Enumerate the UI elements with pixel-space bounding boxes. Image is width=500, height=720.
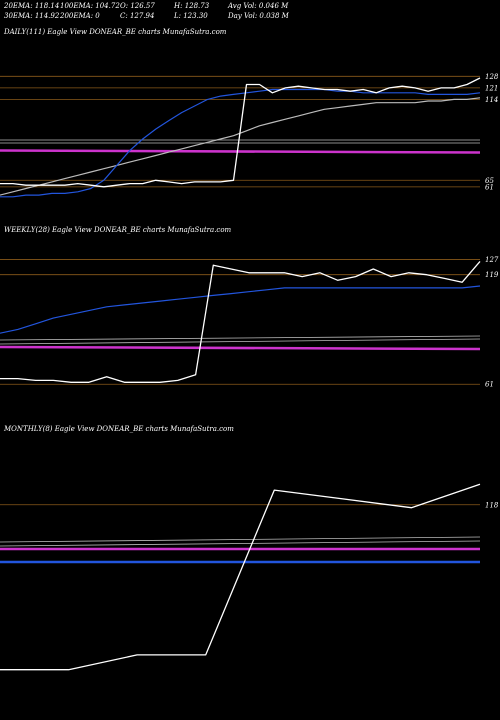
weekly-chart-title: WEEKLY(28) Eagle View DONEAR_BE charts M… — [4, 226, 232, 234]
reference-line — [0, 536, 481, 543]
ema100-readout: 100EMA: 104.72 — [60, 2, 120, 10]
price-level-label: 61 — [485, 183, 494, 191]
price-level-label: 128 — [485, 73, 499, 81]
ema20-readout: 20EMA: 118.14 — [4, 2, 60, 10]
ema200-readout: 200EMA: 0 — [60, 12, 100, 20]
magenta-band — [0, 345, 481, 351]
price-level-label: 119 — [485, 271, 499, 279]
low-readout: L: 123.30 — [174, 12, 208, 20]
ema-line — [0, 285, 481, 334]
close-readout: C: 127.94 — [120, 12, 155, 20]
open-readout: O: 126.57 — [120, 2, 155, 10]
reference-line — [0, 335, 481, 341]
price-level-label: 127 — [485, 256, 499, 264]
daily-chart-title: DAILY(111) Eagle View DONEAR_BE charts M… — [4, 28, 227, 36]
monthly-chart-title: MONTHLY(8) Eagle View DONEAR_BE charts M… — [4, 425, 234, 433]
price-level-label: 121 — [485, 84, 498, 92]
ema30-readout: 30EMA: 114.92 — [4, 12, 60, 20]
magenta-band — [0, 149, 481, 154]
avg-vol-readout: Avg Vol: 0.046 M — [228, 2, 289, 10]
ema-line — [0, 88, 481, 198]
price-line — [0, 77, 481, 188]
price-level-label: 114 — [485, 96, 498, 104]
reference-line — [0, 540, 481, 547]
day-vol-readout: Day Vol: 0.038 M — [228, 12, 289, 20]
price-line — [0, 260, 481, 383]
price-level-label: 61 — [485, 381, 494, 389]
high-readout: H: 128.73 — [174, 2, 210, 10]
price-level-label: 118 — [485, 501, 499, 509]
reference-line — [0, 338, 481, 345]
price-level-label: 65 — [485, 177, 494, 185]
price-line — [0, 483, 481, 671]
